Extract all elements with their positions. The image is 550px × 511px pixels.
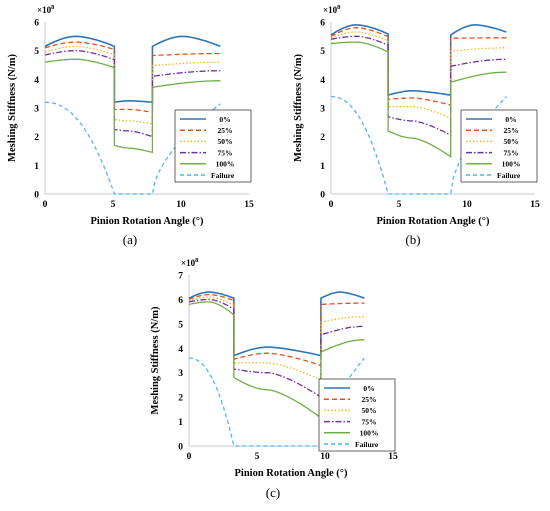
x-axis-title: Pinion Rotation Angle (°) [235,468,349,479]
y-tick-label: 0 [178,443,183,453]
y-tick-label: 4 [178,345,183,355]
x-tick-label: 0 [329,200,334,210]
y-tick-label: 5 [34,47,39,57]
y-tick-label: 0 [320,191,325,201]
y-tick-label: 7 [178,272,183,282]
y-tick-label: 5 [320,47,325,57]
y-tick-label: 6 [34,19,39,29]
y-tick-label: 4 [34,76,39,86]
x-axis-title: Pinion Rotation Angle (°) [91,216,205,227]
series-line-75pct [330,35,507,137]
y-axis-title: Meshing Stiffness (N/m) [293,54,304,162]
series-line-failure [44,101,221,195]
legend-entry-label: 0% [505,115,516,124]
x-tick-label: 5 [255,452,260,462]
y-tick-label: 2 [178,394,183,404]
legend-entry-label: 25% [362,395,377,404]
x-tick-label: 5 [397,200,402,210]
x-tick-label: 15 [388,452,398,462]
legend-entry-label: 50% [504,137,519,146]
y-tick-label: 6 [178,296,183,306]
series-line-100pct [330,41,507,158]
y-axis-title: Meshing Stiffness (N/m) [7,54,18,162]
panel-label: (b) [405,232,420,247]
x-tick-label: 15 [530,200,540,210]
y-tick-label: 2 [34,133,39,143]
series-line-25pct [188,293,365,367]
y-exponent-label: ×108 [37,4,55,15]
y-tick-label: 2 [320,133,325,143]
legend-entry-label: Failure [355,440,379,449]
legend-box [318,378,396,452]
legend-entry-label: 50% [218,137,233,146]
chart-panel-2: 0 5 10 15 0 1 2 3 4 5 6 ×108 Pinion Rotation Angle (… [293,4,540,247]
y-exponent-power: 8 [337,4,341,11]
y-exponent-power: 8 [51,4,55,11]
x-tick-label: 5 [111,200,116,210]
series-line-50pct [188,296,365,382]
x-tick-label: 0 [187,452,192,462]
y-tick-label: 0 [34,191,39,201]
legend-entry-label: 75% [504,148,519,157]
legend-entry-label: 0% [363,384,374,393]
legend-entry-label: 100% [360,429,379,438]
x-axis-title: Pinion Rotation Angle (°) [377,216,491,227]
legend-entry-label: Failure [211,171,235,180]
series-line-75pct [188,298,365,399]
series-line-0pct [188,291,365,357]
legend-entry-label: 100% [502,160,521,169]
x-tick-label: 15 [244,200,254,210]
y-tick-label: 3 [34,105,39,115]
y-exponent-power: 8 [195,257,199,264]
y-tick-label: 1 [178,418,183,428]
y-tick-label: 3 [178,369,183,379]
chart-panel-3: 0 5 10 15 0 1 2 3 4 5 6 7 ×108 Pinion Rotation Angle … [150,257,398,500]
legend-entry-label: 50% [362,406,377,415]
y-tick-label: 4 [320,76,325,86]
series-line-75pct [44,50,221,138]
series-line-25pct [330,27,507,106]
series-line-25pct [44,41,221,114]
legend-entry-label: 25% [504,126,519,135]
legend-box [174,109,252,183]
y-tick-label: 6 [320,19,325,29]
legend-entry-label: 25% [218,126,233,135]
legend-entry-label: 0% [219,115,230,124]
y-tick-label: 1 [34,162,39,172]
y-tick-label: 1 [320,162,325,172]
chart-panel-1: 0 5 10 15 0 1 2 3 4 5 6 ×108 Pinion Rotation Angle (… [7,4,254,247]
legend-entry-label: Failure [497,171,521,180]
x-tick-label: 0 [43,200,48,210]
series-line-100pct [188,301,365,420]
y-axis-title: Meshing Stiffness (N/m) [150,306,161,414]
series-line-0pct [330,24,507,97]
y-exponent-label: ×108 [323,4,341,15]
series-line-failure [189,357,365,447]
x-tick-label: 10 [462,200,472,210]
series-line-50pct [44,45,221,125]
y-tick-label: 3 [320,105,325,115]
panel-label: (a) [123,232,137,247]
x-tick-label: 10 [320,452,330,462]
series-line-100pct [44,58,221,154]
legend-entry-label: 100% [216,160,235,169]
series-line-0pct [44,35,221,104]
x-tick-label: 10 [176,200,186,210]
panel-label: (c) [266,485,280,500]
y-tick-label: 5 [178,320,183,330]
legend-box [460,109,538,183]
legend-entry-label: 75% [362,417,377,426]
legend-entry-label: 75% [218,148,233,157]
y-exponent-label: ×108 [181,257,199,268]
